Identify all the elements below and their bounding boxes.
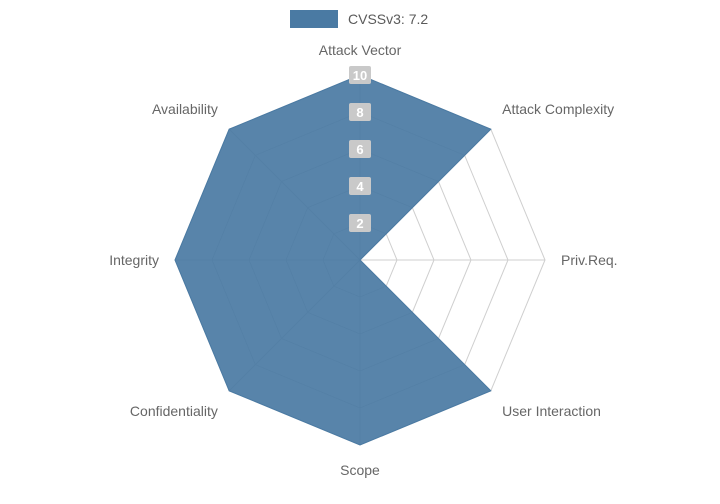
axis-label: Scope <box>340 462 380 478</box>
legend-swatch <box>290 10 338 28</box>
axis-label: Availability <box>152 101 218 117</box>
tick-label: 2 <box>356 216 363 231</box>
axis-label: Attack Complexity <box>502 101 614 117</box>
axis-label: Priv.Req. <box>561 252 618 268</box>
legend: CVSSv3: 7.2 <box>290 10 428 28</box>
tick-label: 8 <box>356 105 363 120</box>
axis-label: Confidentiality <box>130 403 218 419</box>
axis-label: Attack Vector <box>319 42 402 58</box>
legend-label: CVSSv3: 7.2 <box>348 11 428 27</box>
tick-label: 10 <box>353 68 367 83</box>
axis-label: User Interaction <box>502 403 601 419</box>
axis-label: Integrity <box>109 252 159 268</box>
tick-label: 4 <box>356 179 364 194</box>
cvss-radar-chart: 2 4 6 8 10 Attack Vector Attack Complexity Priv… <box>0 0 720 504</box>
tick-label: 6 <box>356 142 363 157</box>
